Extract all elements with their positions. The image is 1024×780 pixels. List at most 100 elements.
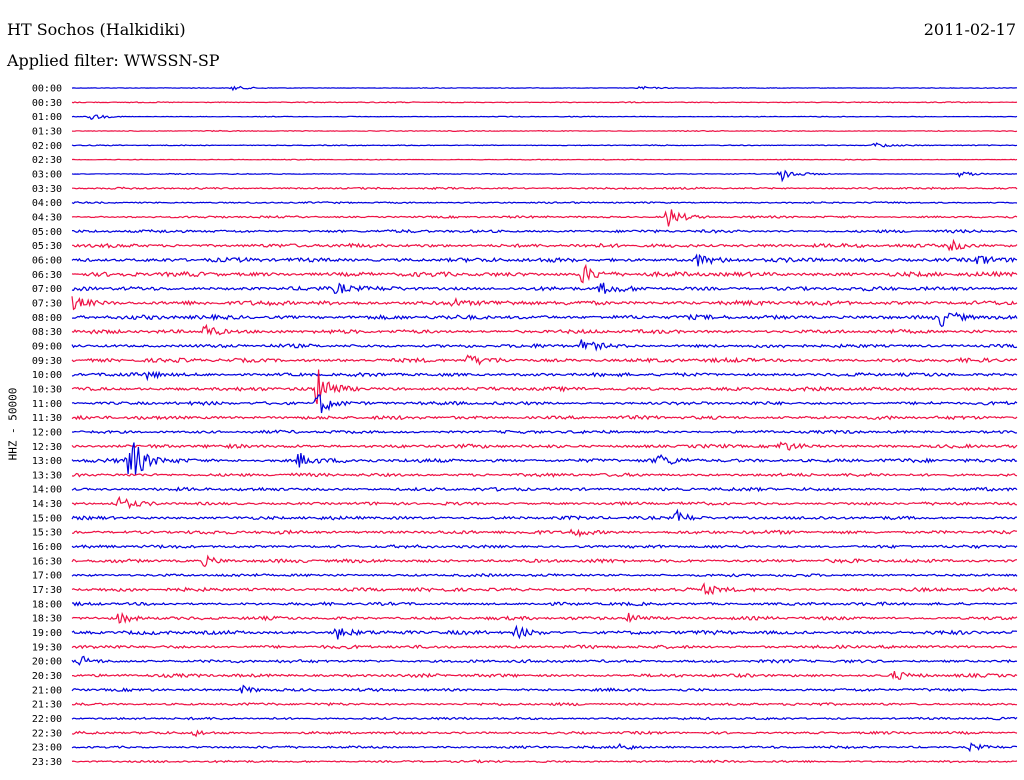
row-time-label: 22:30 bbox=[32, 728, 62, 739]
trace-line bbox=[71, 544, 1018, 550]
row-time-label: 02:30 bbox=[32, 155, 62, 166]
row-time-label: 13:30 bbox=[32, 470, 62, 481]
row-time-label: 02:00 bbox=[32, 141, 62, 152]
row-time-label: 07:00 bbox=[32, 284, 62, 295]
row-time-label: 14:30 bbox=[32, 499, 62, 510]
row-time-label: 03:00 bbox=[32, 169, 62, 180]
row-time-label: 15:00 bbox=[32, 513, 62, 524]
trace-line bbox=[71, 158, 1018, 161]
row-time-label: 09:00 bbox=[32, 341, 62, 352]
trace-line bbox=[71, 495, 1018, 510]
row-time-label: 08:30 bbox=[32, 327, 62, 338]
trace-line bbox=[71, 101, 1018, 104]
row-time-label: 19:30 bbox=[32, 642, 62, 653]
row-time-label: 23:30 bbox=[32, 757, 62, 768]
trace-line bbox=[71, 339, 1018, 352]
row-time-label: 01:30 bbox=[32, 126, 62, 137]
trace-line bbox=[72, 186, 1018, 191]
trace-line bbox=[71, 442, 1018, 476]
trace-line bbox=[72, 228, 1018, 234]
trace-line bbox=[71, 414, 1018, 421]
trace-line bbox=[71, 759, 1018, 764]
trace-line bbox=[72, 601, 1018, 607]
row-time-label: 10:00 bbox=[32, 370, 62, 381]
row-time-label: 15:30 bbox=[32, 528, 62, 539]
trace-line bbox=[71, 429, 1018, 435]
trace-line bbox=[71, 85, 1018, 92]
row-time-label: 04:30 bbox=[32, 212, 62, 223]
row-time-label: 06:30 bbox=[32, 270, 62, 281]
trace-line bbox=[71, 701, 1017, 707]
row-time-label: 11:30 bbox=[32, 413, 62, 424]
trace-line bbox=[71, 611, 1018, 624]
station-title: HT Sochos (Halkidiki) bbox=[7, 20, 186, 39]
row-time-label: 18:00 bbox=[32, 599, 62, 610]
row-time-label: 13:00 bbox=[32, 456, 62, 467]
row-time-label: 20:30 bbox=[32, 671, 62, 682]
trace-line bbox=[72, 670, 1018, 680]
trace-line bbox=[71, 742, 1018, 753]
trace-line bbox=[72, 238, 1018, 252]
trace-line bbox=[71, 129, 1018, 133]
trace-line bbox=[71, 716, 1018, 721]
row-time-label: 14:00 bbox=[32, 485, 62, 496]
trace-line bbox=[71, 644, 1018, 650]
trace-line bbox=[71, 508, 1018, 521]
row-time-label: 21:30 bbox=[32, 700, 62, 711]
trace-line bbox=[71, 528, 1018, 538]
trace-line bbox=[71, 441, 1018, 451]
row-time-label: 17:30 bbox=[32, 585, 62, 596]
row-time-label: 11:00 bbox=[32, 399, 62, 410]
trace-line bbox=[71, 323, 1018, 336]
row-time-label: 01:00 bbox=[32, 112, 62, 123]
trace-line bbox=[71, 296, 1018, 311]
trace-line bbox=[71, 572, 1018, 578]
trace-line bbox=[71, 282, 1018, 294]
trace-line bbox=[71, 582, 1018, 596]
trace-line bbox=[71, 624, 1018, 640]
trace-line bbox=[71, 311, 1018, 328]
trace-line bbox=[71, 209, 1018, 227]
trace-line bbox=[71, 472, 1018, 478]
trace-line bbox=[71, 354, 1018, 366]
filter-subtitle: Applied filter: WWSSN-SP bbox=[7, 51, 220, 70]
row-time-label: 22:00 bbox=[32, 714, 62, 725]
trace-line bbox=[71, 142, 1018, 148]
trace-line bbox=[71, 169, 1018, 183]
row-time-label: 12:30 bbox=[32, 442, 62, 453]
trace-line bbox=[71, 263, 1018, 284]
trace-line bbox=[71, 655, 1018, 666]
trace-line bbox=[71, 370, 1018, 382]
row-time-label: 05:00 bbox=[32, 227, 62, 238]
row-time-label: 23:00 bbox=[32, 743, 62, 754]
row-time-label: 21:00 bbox=[32, 685, 62, 696]
row-time-label: 03:30 bbox=[32, 184, 62, 195]
row-time-label: 17:00 bbox=[32, 571, 62, 582]
row-time-label: 04:00 bbox=[32, 198, 62, 209]
row-time-label: 19:00 bbox=[32, 628, 62, 639]
row-time-label: 08:00 bbox=[32, 313, 62, 324]
trace-line bbox=[71, 114, 1018, 120]
trace-line bbox=[71, 369, 1018, 405]
row-time-label: 12:00 bbox=[32, 427, 62, 438]
trace-line bbox=[71, 729, 1018, 738]
row-time-label: 09:30 bbox=[32, 356, 62, 367]
row-time-label: 00:30 bbox=[32, 98, 62, 109]
row-time-label: 20:00 bbox=[32, 657, 62, 668]
row-time-label: 16:00 bbox=[32, 542, 62, 553]
row-time-label: 10:30 bbox=[32, 384, 62, 395]
date-label: 2011-02-17 bbox=[923, 20, 1016, 39]
trace-line bbox=[71, 554, 1018, 568]
trace-line bbox=[71, 684, 1018, 694]
trace-line bbox=[71, 253, 1018, 267]
trace-line bbox=[71, 486, 1018, 493]
row-time-label: 18:30 bbox=[32, 614, 62, 625]
trace-line bbox=[71, 201, 1018, 205]
row-time-label: 05:30 bbox=[32, 241, 62, 252]
row-time-label: 07:30 bbox=[32, 298, 62, 309]
row-time-label: 16:30 bbox=[32, 556, 62, 567]
row-time-label: 00:00 bbox=[32, 84, 62, 95]
row-time-label: 06:00 bbox=[32, 255, 62, 266]
trace-line bbox=[71, 394, 1018, 414]
